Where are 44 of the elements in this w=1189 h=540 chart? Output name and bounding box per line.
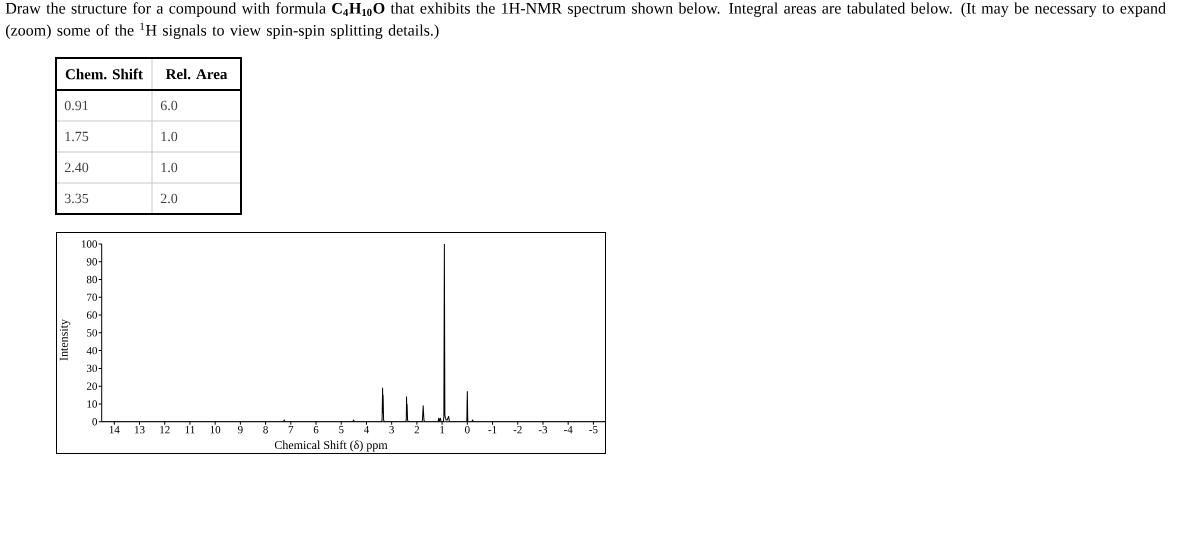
- y-tick-label: 50: [87, 329, 98, 337]
- x-tick-label: 0: [464, 425, 470, 434]
- y-tick-label: 20: [86, 382, 98, 390]
- y-tick-label: 90: [86, 258, 98, 266]
- text: Chem. Shift: [65, 68, 143, 80]
- x-axis-title: Chemical Shift (δ) ppm: [274, 440, 388, 452]
- x-tick-label: -5: [589, 425, 598, 434]
- text: Rel. Area: [165, 68, 228, 80]
- y-tick-label: 60: [86, 311, 98, 319]
- text: 2.40: [64, 162, 89, 173]
- x-tick-label: 1: [440, 425, 445, 434]
- x-tick-label: 5: [339, 425, 344, 434]
- x-tick-label: 12: [160, 425, 170, 434]
- text: 0.91: [64, 100, 88, 111]
- y-tick-label: 10: [87, 400, 98, 408]
- y-tick-label: 30: [86, 364, 98, 373]
- x-tick-label: 13: [134, 425, 145, 434]
- x-tick-label: 2: [414, 425, 420, 434]
- y-tick-label: 0: [92, 417, 98, 426]
- x-tick-label: -1: [488, 425, 497, 434]
- text: 1.0: [161, 162, 178, 173]
- x-tick-label: 10: [210, 425, 221, 434]
- y-tick-label: 70: [87, 293, 98, 302]
- text: 6.0: [160, 100, 178, 111]
- x-tick-label: 7: [288, 425, 294, 434]
- text: 3.35: [64, 193, 89, 204]
- y-tick-label: 40: [86, 346, 98, 355]
- x-tick-label: 8: [263, 425, 268, 434]
- text: 1.75: [65, 131, 89, 142]
- x-tick-label: -4: [564, 425, 573, 434]
- x-tick-label: 9: [237, 425, 243, 434]
- chart-title: Draw the structure for a compound with formula C$_{4}$H$_{10}$O that exhibits the 1H-NMR spectrum shown below. Integral areas are tabulated below. (It may be necessary to expand (zoom) some of the $^{1}$H signals to view spin-spin splitting details.): [5, 2, 1166, 39]
- x-tick-label: 4: [363, 425, 370, 434]
- x-tick-label: -3: [538, 425, 548, 434]
- text: 2.0: [160, 193, 178, 204]
- x-tick-label: 14: [109, 425, 120, 434]
- y-tick-label: 100: [81, 240, 98, 248]
- x-tick-label: 6: [313, 425, 319, 434]
- text: 1.0: [161, 131, 178, 142]
- y-axis-title: Intensity: [59, 319, 71, 361]
- x-tick-label: 11: [185, 425, 195, 434]
- x-tick-label: 3: [389, 425, 394, 434]
- y-tick-label: 80: [86, 275, 98, 284]
- x-tick-label: -2: [513, 425, 522, 434]
